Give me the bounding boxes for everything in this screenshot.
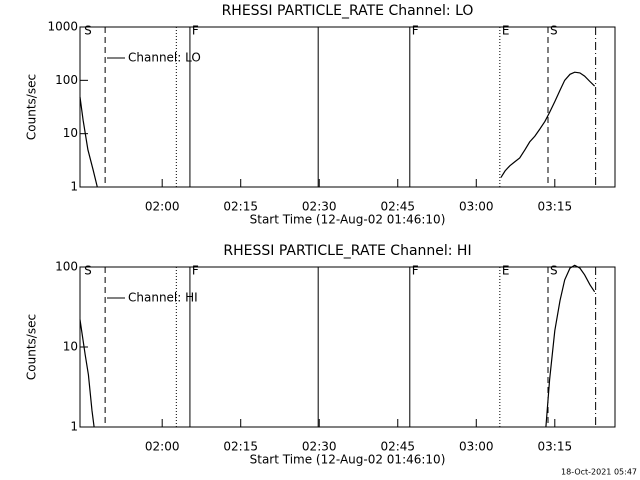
x-tick-label: 02:15: [223, 440, 258, 454]
x-tick-label: 02:30: [302, 440, 337, 454]
flag-label: F: [192, 24, 199, 38]
x-tick-label: 03:00: [459, 440, 494, 454]
y-axis-label: Counts/sec: [25, 314, 39, 380]
x-axis-label: Start Time (12-Aug-02 01:46:10): [250, 453, 446, 467]
y-tick-label: 100: [55, 260, 78, 274]
y-tick-label: 1000: [47, 20, 78, 34]
x-tick-label: 03:15: [538, 200, 573, 214]
y-tick-label: 100: [55, 73, 78, 87]
data-line: [79, 71, 596, 188]
footer: 18-Oct-2021 05:47: [561, 468, 637, 477]
x-tick-label: 02:15: [223, 200, 258, 214]
y-tick-label: 1: [70, 180, 78, 194]
x-tick-label: 02:00: [145, 200, 180, 214]
flag-label: F: [412, 264, 419, 278]
y-axis-label: Counts/sec: [25, 74, 39, 140]
flag-label: S: [550, 264, 558, 278]
y-tick-label: 10: [63, 340, 78, 354]
flag-label: S: [84, 264, 92, 278]
x-tick-label: 02:00: [145, 440, 180, 454]
x-axis-label: Start Time (12-Aug-02 01:46:10): [250, 213, 446, 227]
y-tick-label: 10: [63, 126, 78, 140]
x-tick-label: 03:15: [538, 440, 573, 454]
x-tick-label: 02:30: [302, 200, 337, 214]
chart-title: RHESSI PARTICLE_RATE Channel: HI: [223, 243, 471, 259]
legend-label: Channel: LO: [128, 51, 201, 65]
y-tick-label: 1: [70, 420, 78, 434]
x-tick-label: 02:45: [380, 440, 415, 454]
flag-label: F: [192, 264, 199, 278]
flag-label: E: [502, 264, 510, 278]
legend-label: Channel: HI: [128, 291, 198, 305]
flag-label: S: [550, 24, 558, 38]
flag-label: F: [412, 24, 419, 38]
x-tick-label: 03:00: [459, 200, 494, 214]
flag-label: E: [502, 24, 510, 38]
flag-label: S: [84, 24, 92, 38]
chart-title: RHESSI PARTICLE_RATE Channel: LO: [222, 3, 474, 19]
data-line: [79, 264, 596, 428]
x-tick-label: 02:45: [380, 200, 415, 214]
plot-frame: [79, 26, 616, 188]
